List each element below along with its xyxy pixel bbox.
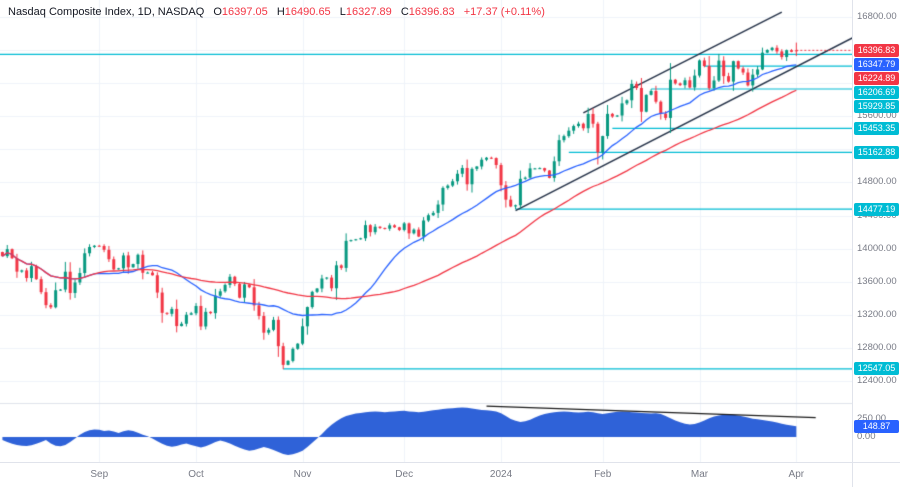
- level-badge: 14477.19: [854, 202, 899, 216]
- price-tick: 14000.00: [857, 242, 897, 254]
- symbol-title[interactable]: Nasdaq Composite Index, 1D, NASDAQ: [8, 6, 205, 18]
- time-axis[interactable]: Sep Oct Nov Dec 2024 Feb Mar Apr: [0, 462, 852, 487]
- time-axis-label: Nov: [293, 469, 312, 480]
- low-value: 16327.89: [345, 6, 392, 18]
- last-price-badge: 16396.83: [854, 43, 899, 57]
- price-tick: 16800.00: [857, 11, 897, 22]
- ma-red-badge: 16224.89: [854, 71, 899, 85]
- time-axis-label: Dec: [395, 469, 414, 480]
- time-axis-label: Sep: [90, 469, 109, 480]
- chart-canvas[interactable]: [0, 0, 852, 462]
- high-value: 16490.65: [284, 6, 331, 18]
- indicator-value-badge: 148.87: [854, 419, 899, 433]
- level-badge: 15929.85: [854, 99, 899, 113]
- low-label: L: [339, 6, 346, 18]
- level-badge: 16206.69: [854, 85, 899, 99]
- axis-corner: [852, 462, 900, 487]
- price-tick: 13200.00: [857, 308, 897, 320]
- ma-blue-badge: 16347.79: [854, 57, 899, 71]
- price-tick: 12800.00: [857, 341, 897, 353]
- change-value: +17.37 (+0.11%): [463, 6, 545, 18]
- time-axis-label: Feb: [594, 469, 612, 480]
- price-tick: 12400.00: [857, 375, 897, 386]
- close-value: 16396.83: [408, 6, 455, 18]
- price-tick: 13600.00: [857, 275, 897, 287]
- level-badge: 15162.88: [854, 145, 899, 159]
- symbol-legend: Nasdaq Composite Index, 1D, NASDAQ O1639…: [8, 6, 545, 18]
- price-tick: 15600.00: [857, 110, 897, 122]
- open-value: 16397.05: [221, 6, 268, 18]
- time-axis-label: Mar: [690, 469, 709, 480]
- level-badge: 15453.35: [854, 121, 899, 135]
- open-label: O: [213, 6, 222, 18]
- price-tick: 14800.00: [857, 176, 897, 188]
- indicator-tick: 0.00: [857, 431, 876, 442]
- price-axis[interactable]: 16800.0015600.0014800.0014400.0014000.00…: [852, 0, 900, 462]
- high-label: H: [276, 6, 285, 18]
- level-badge: 12547.05: [854, 362, 899, 376]
- time-axis-label: 2024: [489, 469, 513, 480]
- close-label: C: [400, 6, 409, 18]
- indicator-tick: 250.00: [857, 413, 887, 424]
- time-axis-label: Oct: [188, 469, 204, 480]
- time-axis-label: Apr: [788, 469, 805, 480]
